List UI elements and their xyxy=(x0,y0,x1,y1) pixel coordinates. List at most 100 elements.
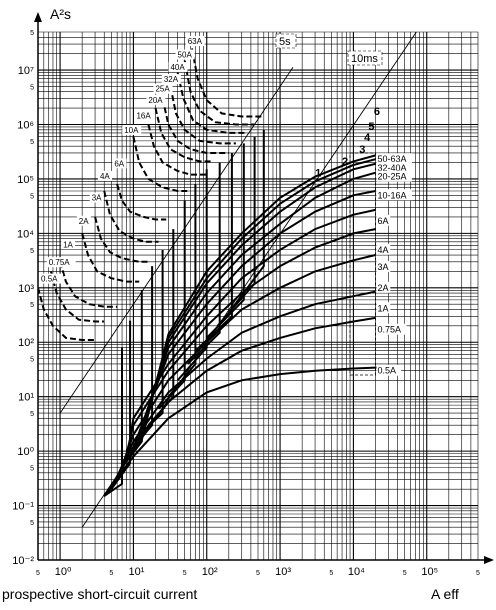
x-tick-label: 5 xyxy=(183,570,187,577)
right-label-bg xyxy=(376,302,391,314)
upper-label-bg xyxy=(153,83,173,94)
step-curve-2A xyxy=(121,290,143,469)
right-label: 50-63A xyxy=(377,154,406,164)
right-label: 4A xyxy=(377,245,388,255)
step-curve-20A xyxy=(176,169,208,381)
upper-label: 25A xyxy=(155,85,170,94)
prearcing-curve-40A xyxy=(176,72,247,134)
upper-label: 10A xyxy=(124,126,139,135)
y-tick-label: 10² xyxy=(18,337,34,349)
curves xyxy=(38,48,389,497)
reference-label: 5s xyxy=(279,36,291,48)
right-label: 1A xyxy=(377,303,388,313)
upper-label-bg xyxy=(134,110,154,121)
prearcing-curve-4A xyxy=(103,190,159,243)
y-tick-label: 10⁴ xyxy=(17,228,34,240)
upper-label: 0.75A xyxy=(49,258,71,267)
upper-label: 50A xyxy=(178,51,193,60)
series-line-50-63A xyxy=(140,154,376,441)
right-label-bg xyxy=(376,189,412,201)
reference-label: 10ms xyxy=(351,53,378,65)
ticks: 5 10⁰ 5 10¹ 5 10² 5 10³ 5 10⁴ 5 10⁵ 510⁻²510⁻¹510⁰51… xyxy=(12,30,480,578)
y-tick-label: 10⁶ xyxy=(17,119,34,131)
right-label: 0.75A xyxy=(377,325,401,335)
y-tick-label: 10⁰ xyxy=(17,446,34,458)
x-tick-label: 10⁴ xyxy=(348,566,365,578)
right-label: 2A xyxy=(377,283,388,293)
prearcing-curve-2A xyxy=(81,233,140,283)
upper-label: 20A xyxy=(148,96,163,105)
x-tick-label: 5 xyxy=(476,570,480,577)
upper-label: 3A xyxy=(92,194,102,203)
y-tick-label: 10⁻¹ xyxy=(12,501,34,513)
x-tick-label: 5 xyxy=(36,570,40,577)
step-curve-63A xyxy=(228,129,265,314)
x-tick-label: 10³ xyxy=(275,566,291,578)
y-tick-label: 5 xyxy=(30,248,34,255)
group-label: 6 xyxy=(374,106,380,118)
series-line-6A xyxy=(129,190,376,457)
upper-label: 0.5A xyxy=(41,275,58,284)
series-line-0.5A xyxy=(103,366,389,497)
prearcing-curve-1A xyxy=(59,261,118,308)
group-label: 2 xyxy=(342,156,348,168)
y-tick-label: 10⁵ xyxy=(17,174,34,186)
upper-label-bg xyxy=(161,74,181,85)
prearcing-curve-3A xyxy=(94,216,149,263)
right-label-bg xyxy=(376,214,391,226)
right-label: 20-25A xyxy=(377,172,406,182)
group-label: 1 xyxy=(315,168,321,180)
y-tick-label: 10⁻² xyxy=(12,555,34,567)
y-axis-arrow xyxy=(34,12,42,22)
x-tick-label: 10⁵ xyxy=(421,566,438,578)
y-tick-label: 5 xyxy=(30,30,34,37)
group-label: 3 xyxy=(359,144,365,156)
upper-label-bg xyxy=(97,170,112,181)
series-line-3A xyxy=(121,228,376,474)
upper-label: 1A xyxy=(63,241,73,250)
axes xyxy=(34,12,494,564)
x-axis-unit: A eff xyxy=(431,586,459,602)
upper-label: 6A xyxy=(114,159,124,168)
upper-label: 32A xyxy=(164,75,179,84)
x-tick-label: 5 xyxy=(329,570,333,577)
y-tick-label: 5 xyxy=(30,139,34,146)
x-tick-label: 5 xyxy=(256,570,260,577)
y-axis-unit: A²s xyxy=(50,6,71,22)
upper-label-bg xyxy=(122,124,142,135)
x-tick-label: 10⁰ xyxy=(55,566,72,578)
right-label-bg xyxy=(376,261,391,273)
right-label-bg xyxy=(376,161,412,173)
y-tick-label: 5 xyxy=(30,84,34,91)
reference-label-box xyxy=(347,50,383,66)
right-label-bg xyxy=(376,364,402,376)
step-curve-1A xyxy=(110,320,132,490)
upper-label-bg xyxy=(89,192,104,203)
series-line-10-16A xyxy=(132,171,376,452)
grid xyxy=(37,31,479,561)
x-axis-label: prospective short-circuit current xyxy=(2,586,198,602)
series-line-4A xyxy=(125,208,376,464)
reference-label-box xyxy=(275,33,297,49)
series-line-0.75A xyxy=(107,316,376,494)
prearcing-curve-6A xyxy=(116,183,167,221)
upper-label-bg xyxy=(39,273,64,284)
upper-label-bg xyxy=(112,158,127,169)
upper-label-bg xyxy=(146,94,166,105)
x-axis-arrow xyxy=(484,556,494,564)
series-line-32-40A xyxy=(138,158,376,444)
right-label: 3A xyxy=(377,262,388,272)
upper-label: 40A xyxy=(170,63,185,72)
right-label-bg xyxy=(376,281,391,293)
prearcing-curve-20A xyxy=(154,107,213,163)
right-label-bg xyxy=(376,153,412,165)
upper-label-bg xyxy=(61,239,76,250)
right-label: 0.5A xyxy=(377,366,396,376)
x-tick-label: 5 xyxy=(403,570,407,577)
labels: 5s10ms0.5A0.75A1A2A3A4A6A10A16A20A25A32A… xyxy=(39,33,412,376)
prearcing-curve-0.75A xyxy=(49,271,105,323)
x-tick-label: 10² xyxy=(202,566,218,578)
prearcing-curve-10A xyxy=(132,136,191,192)
upper-label: 63A xyxy=(188,37,203,46)
